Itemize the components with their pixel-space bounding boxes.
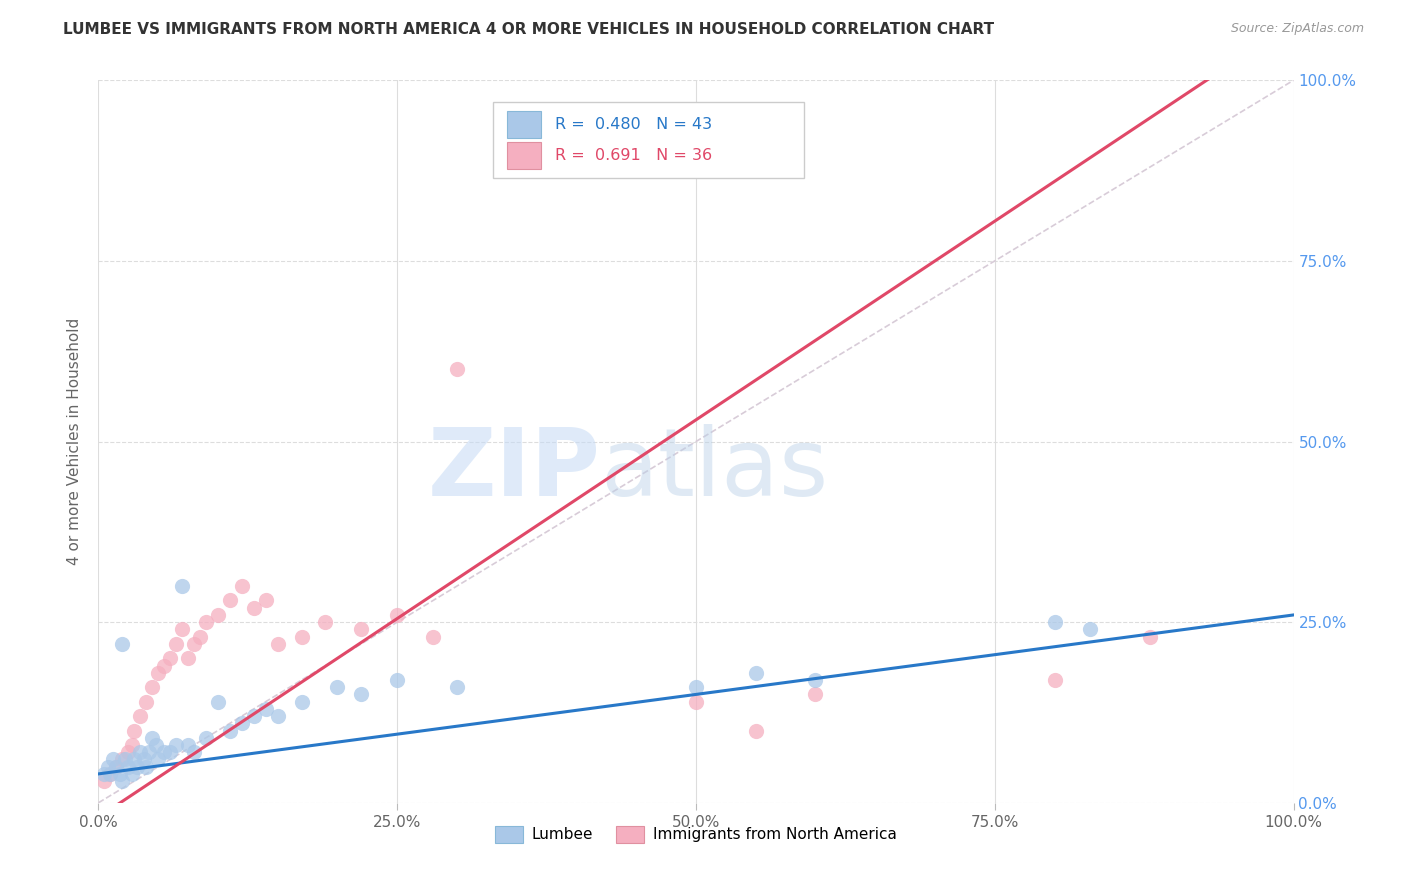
Point [129, 745, 152, 759]
FancyBboxPatch shape [508, 111, 541, 138]
Text: atlas: atlas [600, 425, 828, 516]
Point [159, 651, 181, 665]
Point [145, 738, 167, 752]
Point [745, 665, 768, 680]
Point [183, 745, 205, 759]
Point [685, 695, 707, 709]
Point [291, 695, 314, 709]
Point [159, 745, 181, 759]
Point [207, 695, 229, 709]
Point [165, 637, 187, 651]
Point [243, 709, 266, 723]
Point [385, 673, 409, 687]
Point [141, 680, 163, 694]
Point [93, 774, 115, 789]
Point [231, 716, 253, 731]
FancyBboxPatch shape [508, 142, 541, 169]
Point [188, 630, 211, 644]
Point [153, 745, 176, 759]
Text: Source: ZipAtlas.com: Source: ZipAtlas.com [1230, 22, 1364, 36]
Point [101, 752, 124, 766]
Point [121, 767, 143, 781]
Point [267, 637, 290, 651]
Point [148, 752, 170, 766]
Point [350, 687, 373, 701]
Text: R =  0.691   N = 36: R = 0.691 N = 36 [555, 148, 711, 163]
Point [183, 637, 205, 651]
Y-axis label: 4 or more Vehicles in Household: 4 or more Vehicles in Household [67, 318, 83, 566]
Point [177, 651, 200, 665]
Point [124, 723, 146, 738]
Point [165, 738, 187, 752]
Point [1043, 673, 1066, 687]
Point [1043, 615, 1066, 630]
Point [129, 709, 152, 723]
Point [111, 637, 134, 651]
Point [138, 745, 160, 759]
Point [243, 600, 266, 615]
Point [132, 752, 155, 766]
Point [105, 760, 128, 774]
Point [98, 767, 122, 781]
Point [446, 680, 468, 694]
Point [108, 767, 131, 781]
Point [177, 738, 200, 752]
Point [350, 623, 373, 637]
Point [114, 752, 136, 766]
Point [315, 615, 337, 630]
Point [125, 760, 148, 774]
Point [267, 709, 290, 723]
Legend: Lumbee, Immigrants from North America: Lumbee, Immigrants from North America [489, 820, 903, 849]
Point [745, 723, 768, 738]
Point [219, 593, 242, 607]
Point [93, 767, 115, 781]
Point [111, 774, 134, 789]
Point [326, 680, 349, 694]
Text: ZIP: ZIP [427, 425, 600, 516]
Point [98, 767, 122, 781]
Point [254, 593, 277, 607]
Point [172, 579, 194, 593]
Point [254, 702, 277, 716]
Point [97, 760, 120, 774]
Point [117, 745, 139, 759]
Point [231, 579, 253, 593]
Point [195, 615, 218, 630]
Point [804, 687, 827, 701]
Text: LUMBEE VS IMMIGRANTS FROM NORTH AMERICA 4 OR MORE VEHICLES IN HOUSEHOLD CORRELAT: LUMBEE VS IMMIGRANTS FROM NORTH AMERICA … [63, 22, 994, 37]
Point [446, 362, 468, 376]
Point [172, 623, 194, 637]
Point [685, 680, 707, 694]
Point [117, 760, 139, 774]
Point [1080, 623, 1102, 637]
Point [141, 731, 163, 745]
Point [195, 731, 218, 745]
Point [135, 760, 157, 774]
Point [1139, 630, 1161, 644]
Point [422, 630, 444, 644]
Text: R =  0.480   N = 43: R = 0.480 N = 43 [555, 117, 711, 132]
Point [804, 673, 827, 687]
Point [153, 658, 176, 673]
FancyBboxPatch shape [494, 102, 804, 178]
Point [135, 695, 157, 709]
Point [291, 630, 314, 644]
Point [219, 723, 242, 738]
Point [148, 665, 170, 680]
Point [385, 607, 409, 622]
Point [111, 752, 134, 766]
Point [121, 738, 143, 752]
Point [105, 760, 128, 774]
Point [207, 607, 229, 622]
Point [124, 752, 146, 766]
